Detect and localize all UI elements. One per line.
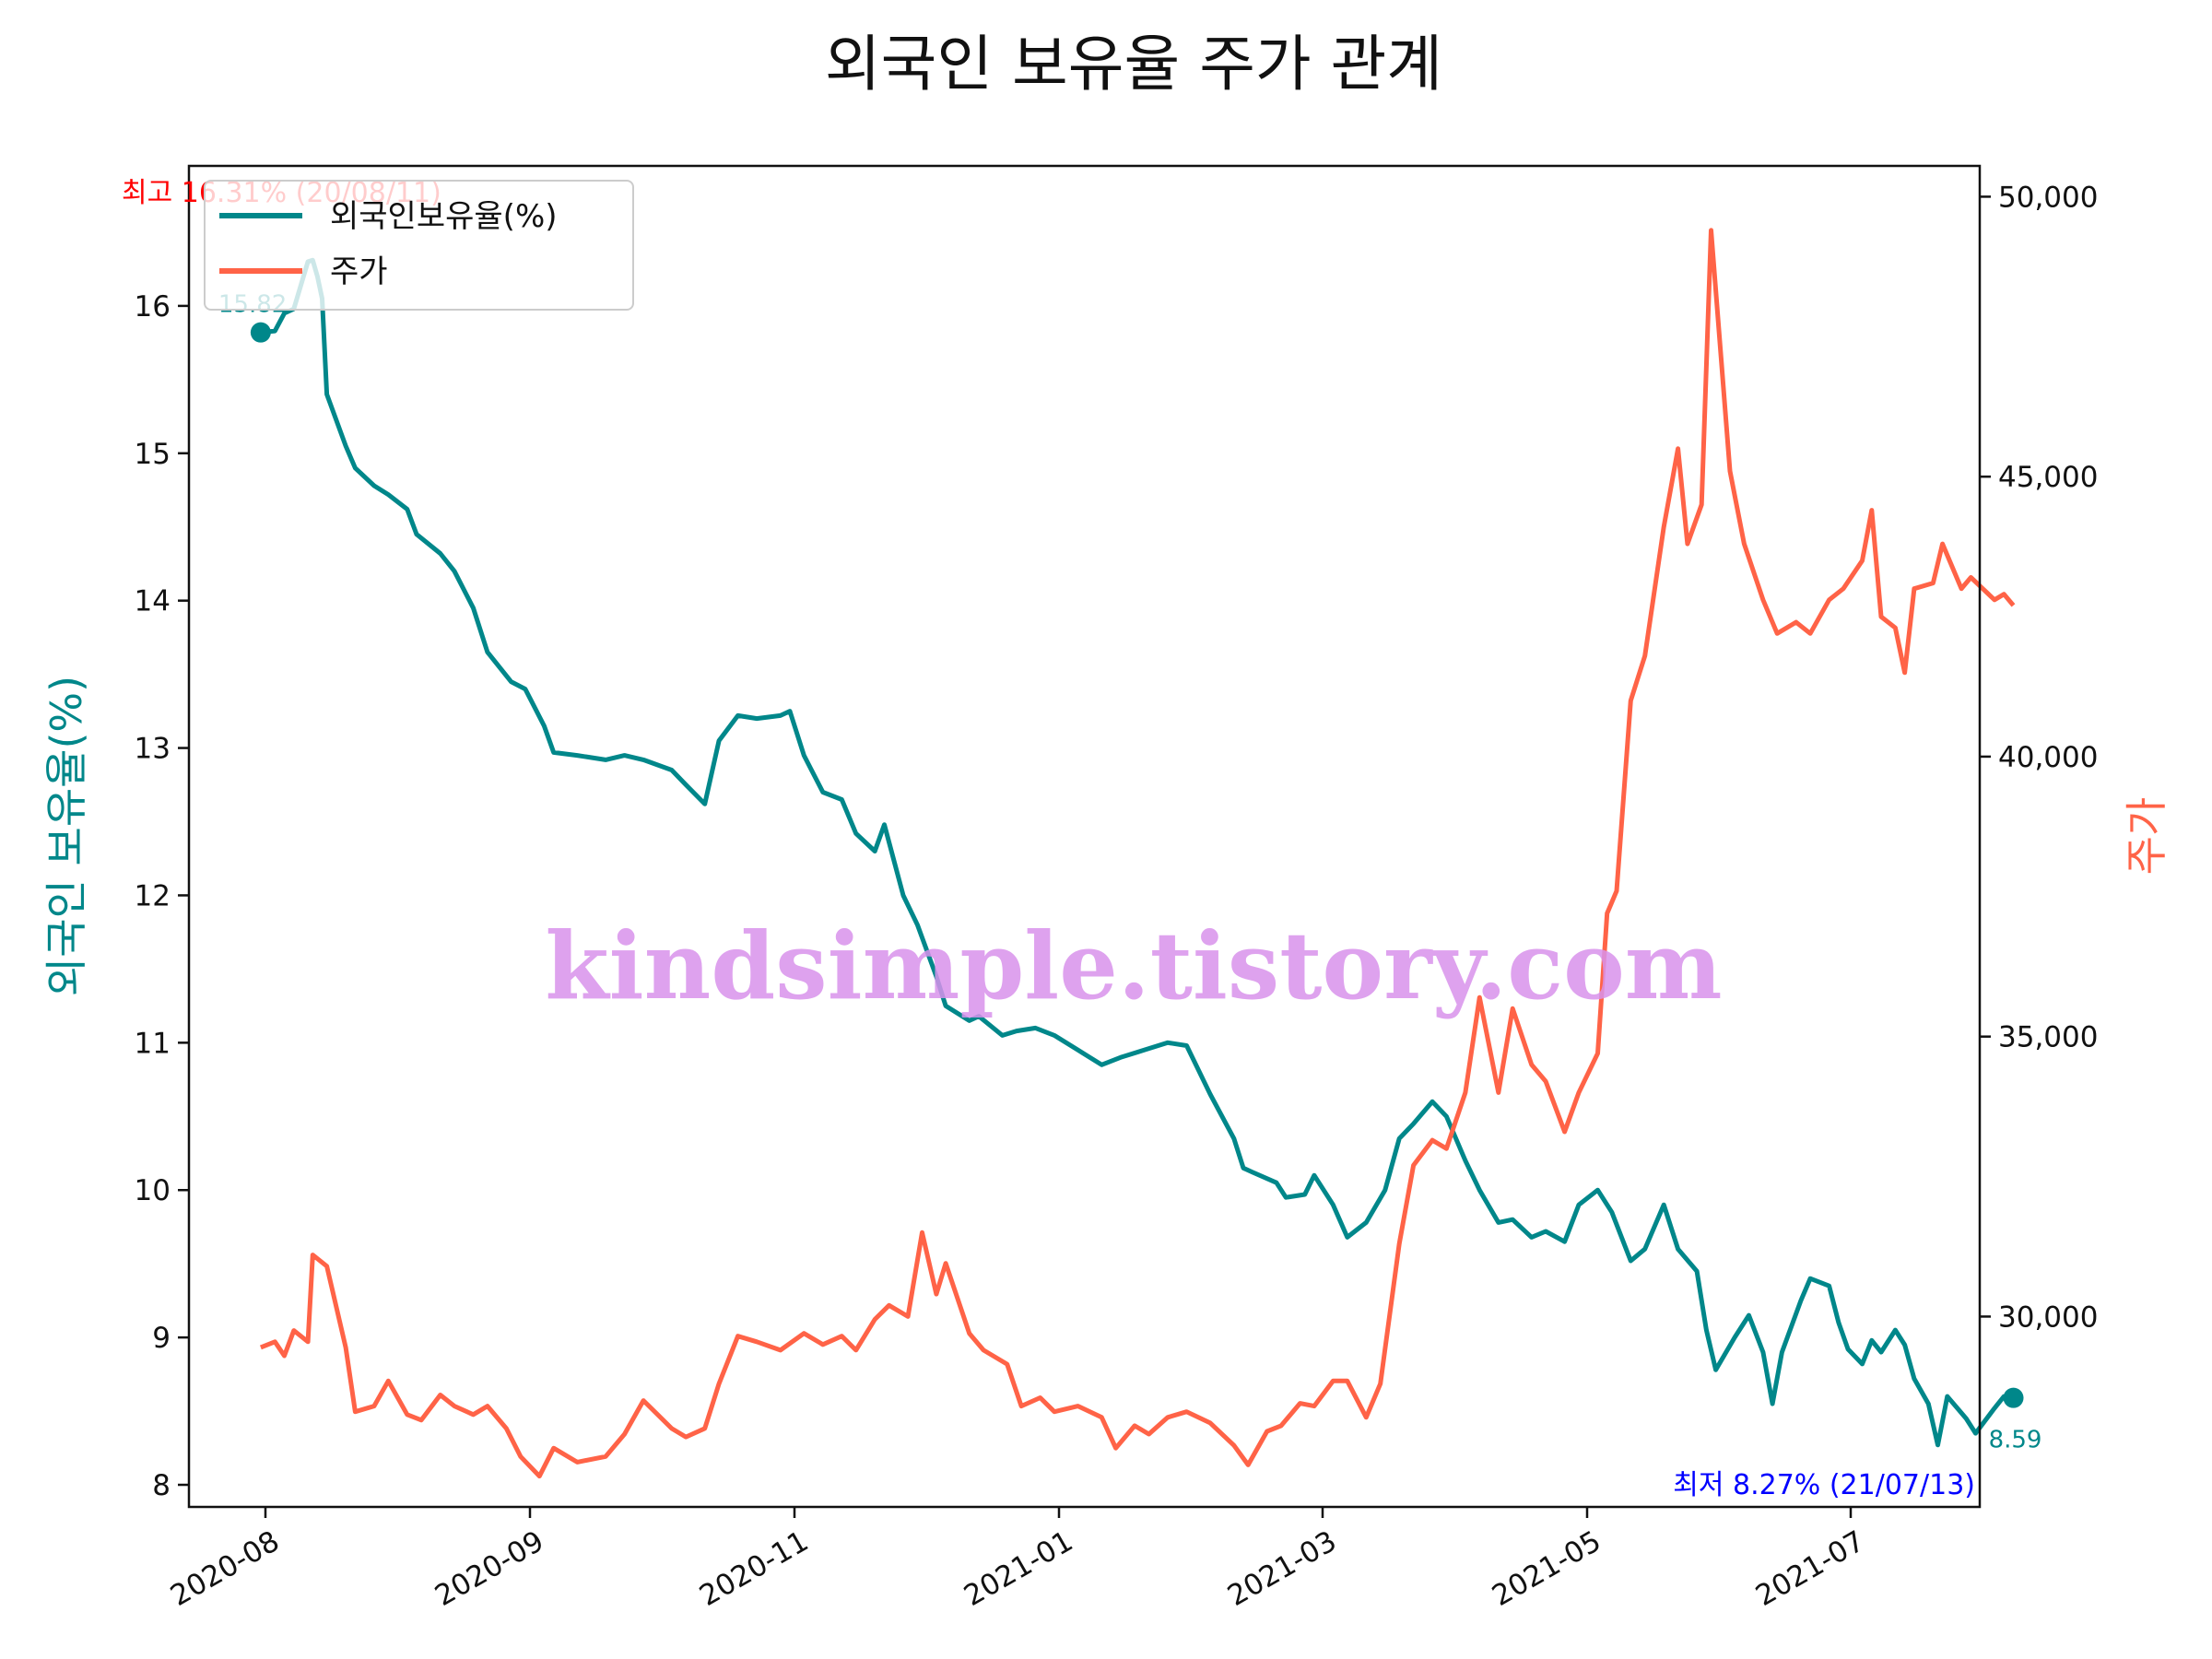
- plot-frame: [187, 164, 1982, 1509]
- series-line-price: [259, 228, 2016, 1479]
- y-axis-left: 8 9 10 11 12 13 14 15 16: [135, 290, 189, 1502]
- y-left-tick-label: 16: [135, 290, 171, 324]
- x-tick-label: 2020-11: [694, 1524, 814, 1613]
- x-tick-label: 2021-05: [1487, 1524, 1606, 1613]
- y-left-tick-label: 8: [152, 1469, 171, 1502]
- y-right-tick-label: 50,000: [1998, 181, 2098, 214]
- y-right-tick-label: 30,000: [1998, 1300, 2098, 1334]
- x-tick-label: 2020-09: [429, 1524, 549, 1613]
- y-left-tick-label: 9: [152, 1322, 171, 1355]
- y-axis-left-label: 외국인 보유율(%): [41, 676, 91, 996]
- x-tick-label: 2020-08: [165, 1524, 285, 1613]
- min-annotation: 최저 8.27% (21/07/13): [1673, 1469, 1975, 1501]
- legend-box: [204, 180, 634, 311]
- x-axis: 2020-08 2020-09 2020-11 2021-01 2021-03 2021-…: [165, 1507, 1870, 1613]
- y-left-tick-label: 14: [135, 585, 171, 618]
- y-left-tick-label: 10: [135, 1174, 171, 1207]
- legend: 외국인보유율(%) 주가: [204, 180, 634, 311]
- y-right-tick-label: 45,000: [1998, 461, 2098, 494]
- y-left-tick-label: 15: [135, 438, 171, 471]
- chart-title: 외국인 보유율 주가 관계: [825, 29, 1442, 100]
- series-line-holding: [260, 257, 2014, 1448]
- y-axis-right-label: 주가: [2122, 797, 2171, 876]
- legend-label-price: 주가: [330, 253, 388, 290]
- x-tick-label: 2021-03: [1222, 1524, 1342, 1613]
- y-axis-right: 30,000 35,000 40,000 45,000 50,000: [1980, 181, 2098, 1334]
- plot-area: [259, 228, 2016, 1479]
- legend-label-holding: 외국인보유율(%): [330, 198, 558, 235]
- start-point-marker: [250, 322, 271, 343]
- end-value-label: 8.59: [1989, 1427, 2042, 1454]
- y-left-tick-label: 11: [135, 1027, 171, 1060]
- watermark: kindsimple.tistory.com: [545, 912, 1722, 1020]
- y-left-tick-label: 12: [135, 879, 171, 912]
- x-tick-label: 2021-07: [1750, 1524, 1870, 1613]
- end-point-marker: [2003, 1387, 2024, 1408]
- y-left-tick-label: 13: [135, 733, 171, 766]
- x-tick-label: 2021-01: [959, 1524, 1078, 1613]
- y-right-tick-label: 35,000: [1998, 1021, 2098, 1054]
- y-right-tick-label: 40,000: [1998, 741, 2098, 774]
